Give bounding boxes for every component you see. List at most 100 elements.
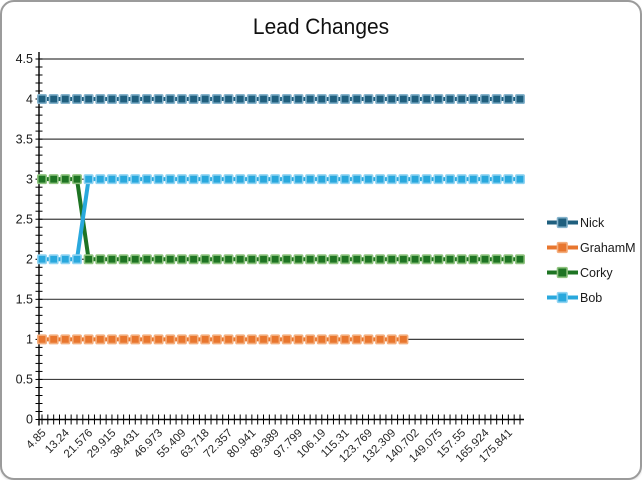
data-point-marker — [223, 334, 234, 345]
data-point-marker — [281, 94, 292, 105]
legend-item-grahamm: GrahamM — [546, 239, 636, 256]
data-point-marker — [71, 334, 82, 345]
data-point-marker — [433, 254, 444, 265]
data-point-marker — [281, 174, 292, 185]
data-point-marker — [398, 174, 409, 185]
data-point-marker — [36, 174, 47, 185]
series-markers-bob — [36, 174, 525, 265]
legend-label: Nick — [580, 215, 605, 230]
data-point-marker — [211, 334, 222, 345]
y-tick-label: 3 — [26, 172, 33, 186]
data-point-marker — [363, 94, 374, 105]
data-point-marker — [60, 174, 71, 185]
data-point-marker — [514, 254, 525, 265]
data-point-marker — [351, 174, 362, 185]
data-point-marker — [141, 94, 152, 105]
series-markers-corky — [36, 174, 525, 265]
data-point-marker — [130, 254, 141, 265]
data-point-marker — [445, 94, 456, 105]
legend-label: Bob — [580, 290, 603, 305]
data-point-marker — [95, 174, 106, 185]
data-point-marker — [398, 94, 409, 105]
data-point-marker — [141, 334, 152, 345]
data-point-marker — [165, 94, 176, 105]
data-point-marker — [316, 254, 327, 265]
data-point-marker — [235, 334, 246, 345]
data-point-marker — [165, 254, 176, 265]
data-point-marker — [106, 174, 117, 185]
data-point-marker — [305, 94, 316, 105]
data-point-marker — [211, 174, 222, 185]
y-tick-label: 4 — [26, 92, 33, 106]
data-point-marker — [351, 254, 362, 265]
data-point-marker — [118, 254, 129, 265]
data-point-marker — [480, 174, 491, 185]
data-point-marker — [118, 174, 129, 185]
data-point-marker — [246, 174, 257, 185]
data-point-marker — [48, 174, 59, 185]
data-point-marker — [503, 254, 514, 265]
data-point-marker — [328, 94, 339, 105]
data-point-marker — [270, 334, 281, 345]
data-point-marker — [398, 254, 409, 265]
data-point-marker — [491, 94, 502, 105]
data-point-marker — [118, 334, 129, 345]
data-point-marker — [211, 94, 222, 105]
data-point-marker — [211, 254, 222, 265]
data-point-marker — [36, 94, 47, 105]
data-point-marker — [176, 174, 187, 185]
data-point-marker — [48, 94, 59, 105]
data-point-marker — [223, 174, 234, 185]
legend-label: Corky — [580, 265, 613, 280]
data-point-marker — [421, 94, 432, 105]
data-point-marker — [445, 254, 456, 265]
series-markers-grahamm — [36, 334, 409, 345]
data-point-marker — [340, 174, 351, 185]
data-point-marker — [421, 174, 432, 185]
data-point-marker — [223, 94, 234, 105]
data-point-marker — [293, 334, 304, 345]
y-tick-label: 2.5 — [16, 212, 33, 226]
data-point-marker — [106, 94, 117, 105]
data-point-marker — [293, 94, 304, 105]
data-point-marker — [456, 254, 467, 265]
data-point-marker — [60, 94, 71, 105]
data-point-marker — [375, 94, 386, 105]
data-point-marker — [433, 94, 444, 105]
data-point-marker — [363, 254, 374, 265]
data-point-marker — [363, 334, 374, 345]
data-point-marker — [375, 334, 386, 345]
data-point-marker — [386, 174, 397, 185]
data-point-marker — [71, 174, 82, 185]
data-point-marker — [83, 334, 94, 345]
series-markers-nick — [36, 94, 525, 105]
data-point-marker — [223, 254, 234, 265]
data-point-marker — [375, 174, 386, 185]
y-tick-label: 1 — [26, 333, 33, 347]
data-point-marker — [281, 334, 292, 345]
data-point-marker — [386, 94, 397, 105]
data-point-marker — [340, 334, 351, 345]
data-point-marker — [153, 94, 164, 105]
legend-marker-icon — [547, 291, 578, 304]
data-point-marker — [176, 254, 187, 265]
y-tick-label: 0 — [26, 413, 33, 427]
data-point-marker — [188, 254, 199, 265]
data-point-marker — [188, 334, 199, 345]
y-tick-label: 0.5 — [16, 373, 33, 387]
data-point-marker — [410, 174, 421, 185]
data-point-marker — [83, 94, 94, 105]
data-point-marker — [235, 94, 246, 105]
legend-marker-icon — [547, 241, 578, 254]
data-point-marker — [293, 254, 304, 265]
data-point-marker — [351, 334, 362, 345]
data-point-marker — [200, 254, 211, 265]
data-point-marker — [258, 94, 269, 105]
data-point-marker — [421, 254, 432, 265]
data-point-marker — [480, 254, 491, 265]
data-point-marker — [468, 254, 479, 265]
data-point-marker — [130, 174, 141, 185]
data-point-marker — [340, 254, 351, 265]
legend-item-corky: Corky — [546, 264, 636, 281]
data-point-marker — [153, 254, 164, 265]
